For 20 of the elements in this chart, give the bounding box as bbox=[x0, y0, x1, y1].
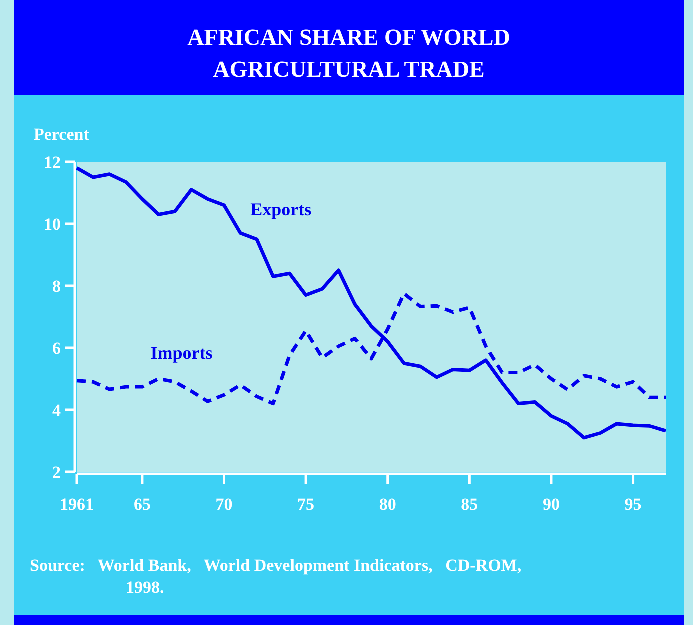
x-tick-label: 70 bbox=[216, 495, 233, 514]
x-tick-label: 65 bbox=[134, 495, 151, 514]
x-tick-label: 90 bbox=[542, 495, 560, 514]
x-tick-label: 80 bbox=[379, 495, 396, 514]
line-series bbox=[75, 166, 668, 440]
chart-title: AFRICAN SHARE OF WORLD AGRICULTURAL TRADE bbox=[188, 25, 510, 82]
y-tick-label: 6 bbox=[52, 339, 61, 358]
x-tick-label: 1961 bbox=[60, 495, 94, 514]
y-axis-title: Percent bbox=[34, 125, 90, 144]
x-tick-label: 95 bbox=[624, 495, 642, 514]
y-tick-label: 12 bbox=[44, 153, 61, 172]
y-tick-label: 8 bbox=[52, 277, 61, 296]
y-tick-label: 10 bbox=[44, 215, 61, 234]
series-label: Exports bbox=[250, 199, 312, 220]
x-tick-label: 85 bbox=[461, 495, 478, 514]
x-tick-label: 75 bbox=[298, 495, 315, 514]
series-label: Imports bbox=[150, 343, 213, 363]
y-tick-label: 4 bbox=[52, 401, 62, 420]
y-tick-label: 2 bbox=[52, 463, 61, 482]
source-note: Source: World Bank, World Development Indicators, CD-ROM, 1998. bbox=[30, 556, 522, 597]
